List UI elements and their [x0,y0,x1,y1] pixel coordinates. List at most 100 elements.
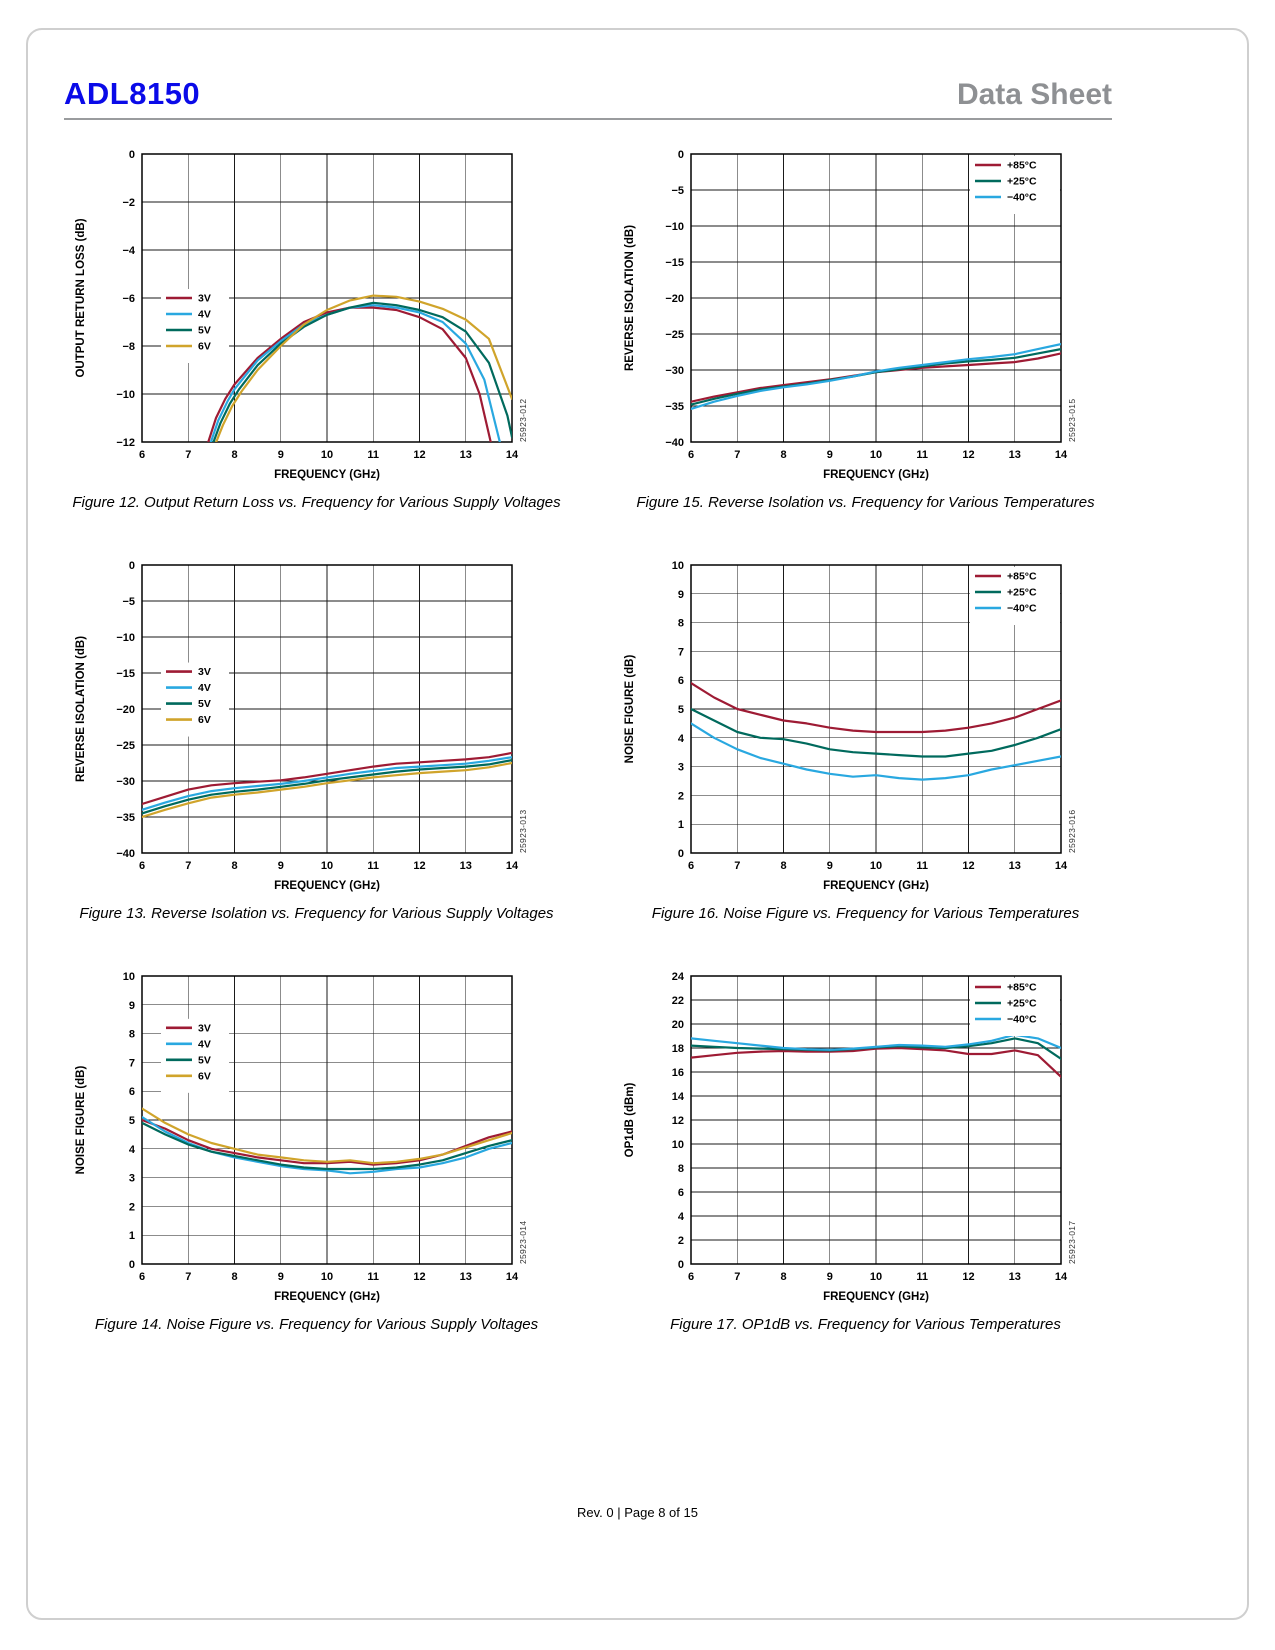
svg-text:0: 0 [129,149,135,161]
svg-text:25923-013: 25923-013 [518,810,528,853]
svg-text:14: 14 [1055,860,1068,872]
figure-14-plot: 6 7 8 9 10 11 12 13 14 0 1 2 3 4 5 6 7 8 9 10 FREQUENCY (GHz… [64,968,569,1310]
svg-text:−20: −20 [116,704,135,716]
svg-text:−20: −20 [665,293,684,305]
svg-text:−5: −5 [122,596,135,608]
svg-text:−35: −35 [116,812,135,824]
svg-text:1: 1 [129,1230,135,1242]
svg-text:14: 14 [506,860,519,872]
svg-text:0: 0 [129,1259,135,1271]
svg-text:0: 0 [678,1259,684,1271]
figure-12: 6 7 8 9 10 11 12 13 14 −12 −10 −8 −6 −4 −2 0 FREQUENCY (… [64,146,569,511]
figure-13-caption: Figure 13. Reverse Isolation vs. Frequen… [79,905,554,922]
svg-text:14: 14 [1055,449,1068,461]
chart-svg: 6 7 8 9 10 11 12 13 14024681012141618202224FREQU… [624,971,1077,1303]
chart-svg: 6 7 8 9 10 11 12 13 14 −12 −10 −8 −6 −4 −2 0 FREQUENCY (… [75,149,528,481]
figure-12-plot: 6 7 8 9 10 11 12 13 14 −12 −10 −8 −6 −4 −2 0 FREQUENCY (… [64,146,569,488]
svg-text:12: 12 [962,449,974,461]
svg-text:3V: 3V [198,293,211,305]
page-footer: Rev. 0 | Page 8 of 15 [577,1505,698,1520]
svg-text:3V: 3V [198,1022,211,1034]
svg-text:10: 10 [870,1271,882,1283]
figure-17: 6 7 8 9 10 11 12 13 14 0 2 4 6 8 10 12 14 16 18 20 22 24 FREQU… [613,968,1118,1333]
svg-text:+25°C: +25°C [1007,998,1037,1010]
page-content: ADL8150 Data Sheet 6 7 8 9 10 11 12 13 14 −12 −10−… [64,76,1160,1333]
svg-text:12: 12 [672,1115,684,1127]
svg-text:10: 10 [672,560,684,572]
svg-text:9: 9 [278,860,284,872]
figure-14-caption: Figure 14. Noise Figure vs. Frequency fo… [94,1316,539,1333]
figure-13: 6 7 8 9 10 11 12 13 14 −40 −35 −30 −25 −20 −15 −10 −5 0 FR… [64,557,569,922]
svg-text:−4: −4 [122,245,135,257]
svg-text:6: 6 [139,1271,145,1283]
svg-text:13: 13 [1009,860,1021,872]
svg-text:0: 0 [678,848,684,860]
figure-14: 6 7 8 9 10 11 12 13 14 0 1 2 3 4 5 6 7 8 9 10 FREQUENCY (GHz… [64,968,569,1333]
svg-text:OUTPUT RETURN LOSS (dB): OUTPUT RETURN LOSS (dB) [75,218,87,377]
svg-text:3: 3 [129,1173,135,1185]
svg-text:−25: −25 [116,740,135,752]
svg-text:−10: −10 [116,389,135,401]
figure-17-plot: 6 7 8 9 10 11 12 13 14 0 2 4 6 8 10 12 14 16 18 20 22 24 FREQU… [613,968,1118,1310]
svg-text:FREQUENCY (GHz): FREQUENCY (GHz) [823,1291,929,1303]
svg-text:2: 2 [678,790,684,802]
svg-text:4: 4 [129,1144,136,1156]
svg-text:9: 9 [129,1000,135,1012]
svg-text:7: 7 [129,1057,135,1069]
svg-text:11: 11 [916,449,928,461]
svg-text:10: 10 [123,971,135,983]
svg-text:−2: −2 [122,197,135,209]
page-header: ADL8150 Data Sheet [64,76,1112,120]
part-number: ADL8150 [64,76,201,111]
svg-text:25923-014: 25923-014 [518,1221,528,1264]
svg-text:13: 13 [1009,1271,1021,1283]
svg-text:7: 7 [734,449,740,461]
svg-text:10: 10 [321,860,333,872]
svg-text:8: 8 [231,449,237,461]
svg-text:REVERSE ISOLATION (dB): REVERSE ISOLATION (dB) [75,636,87,782]
svg-text:4: 4 [678,733,685,745]
svg-text:13: 13 [460,449,472,461]
svg-text:7: 7 [734,860,740,872]
svg-text:FREQUENCY (GHz): FREQUENCY (GHz) [823,469,929,481]
svg-text:−40: −40 [116,848,135,860]
svg-text:20: 20 [672,1019,684,1031]
svg-text:11: 11 [367,1271,379,1283]
svg-text:4: 4 [678,1211,685,1223]
svg-text:NOISE FIGURE (dB): NOISE FIGURE (dB) [75,1066,87,1175]
svg-text:9: 9 [278,449,284,461]
svg-text:6: 6 [688,449,694,461]
svg-text:6: 6 [678,675,684,687]
svg-text:13: 13 [1009,449,1021,461]
svg-text:NOISE FIGURE (dB): NOISE FIGURE (dB) [624,655,636,764]
svg-text:11: 11 [367,860,379,872]
svg-text:−25: −25 [665,329,684,341]
svg-text:7: 7 [185,449,191,461]
svg-text:+85°C: +85°C [1007,571,1037,583]
figure-15: 6 7 8 9 10 11 12 13 14 −40 −35 −30 −25 −20 −15 −10 −5 0 FR… [613,146,1118,511]
svg-text:7: 7 [185,860,191,872]
svg-text:OP1dB (dBm): OP1dB (dBm) [624,1082,636,1157]
svg-text:FREQUENCY (GHz): FREQUENCY (GHz) [274,880,380,892]
svg-text:7: 7 [185,1271,191,1283]
svg-text:8: 8 [780,860,786,872]
svg-text:REVERSE ISOLATION (dB): REVERSE ISOLATION (dB) [624,225,636,371]
svg-text:−30: −30 [665,365,684,377]
svg-text:6V: 6V [198,341,211,353]
figure-16-plot: 6 7 8 9 10 11 12 13 14 0 1 2 3 4 5 6 7 8 9 10 FREQUENCY (GHz… [613,557,1118,899]
figure-13-plot: 6 7 8 9 10 11 12 13 14 −40 −35 −30 −25 −20 −15 −10 −5 0 FR… [64,557,569,899]
svg-text:25923-017: 25923-017 [1067,1221,1077,1264]
svg-text:7: 7 [678,646,684,658]
svg-text:22: 22 [672,995,684,1007]
svg-text:FREQUENCY (GHz): FREQUENCY (GHz) [823,880,929,892]
svg-text:12: 12 [962,860,974,872]
svg-text:14: 14 [506,449,519,461]
figure-15-plot: 6 7 8 9 10 11 12 13 14 −40 −35 −30 −25 −20 −15 −10 −5 0 FR… [613,146,1118,488]
svg-text:2: 2 [678,1235,684,1247]
charts-grid: 6 7 8 9 10 11 12 13 14 −12 −10 −8 −6 −4 −2 0 FREQUENCY (… [64,146,1160,1333]
svg-text:10: 10 [870,860,882,872]
svg-text:14: 14 [1055,1271,1068,1283]
svg-text:−30: −30 [116,776,135,788]
